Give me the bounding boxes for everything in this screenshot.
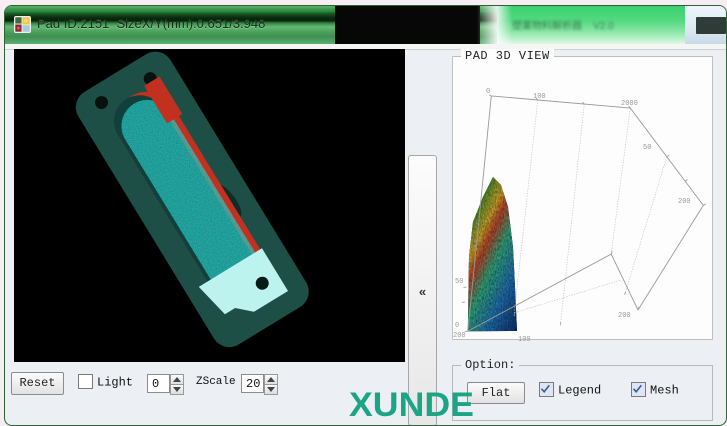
svg-text:50: 50 bbox=[643, 144, 651, 152]
svg-text:200: 200 bbox=[678, 198, 691, 206]
svg-text:100: 100 bbox=[518, 336, 531, 342]
svg-text:0: 0 bbox=[455, 322, 459, 330]
svg-text:100: 100 bbox=[533, 93, 546, 101]
svg-text:200: 200 bbox=[618, 312, 631, 320]
svg-text:200: 200 bbox=[453, 332, 466, 340]
svg-text:50: 50 bbox=[455, 278, 463, 286]
